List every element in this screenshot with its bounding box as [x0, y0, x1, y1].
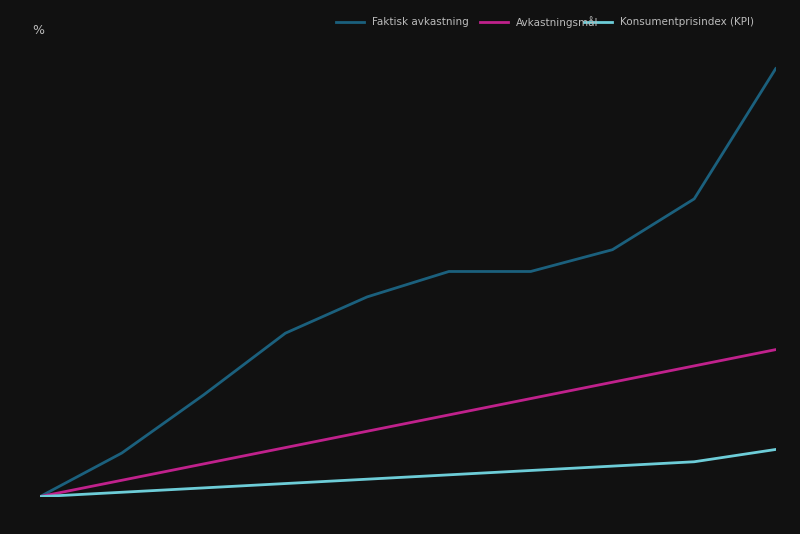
Text: %: %	[32, 24, 44, 37]
Text: Faktisk avkastning: Faktisk avkastning	[372, 18, 469, 27]
Text: Konsumentprisindex (KPI): Konsumentprisindex (KPI)	[620, 18, 754, 27]
Text: Avkastningsmål: Avkastningsmål	[516, 17, 598, 28]
